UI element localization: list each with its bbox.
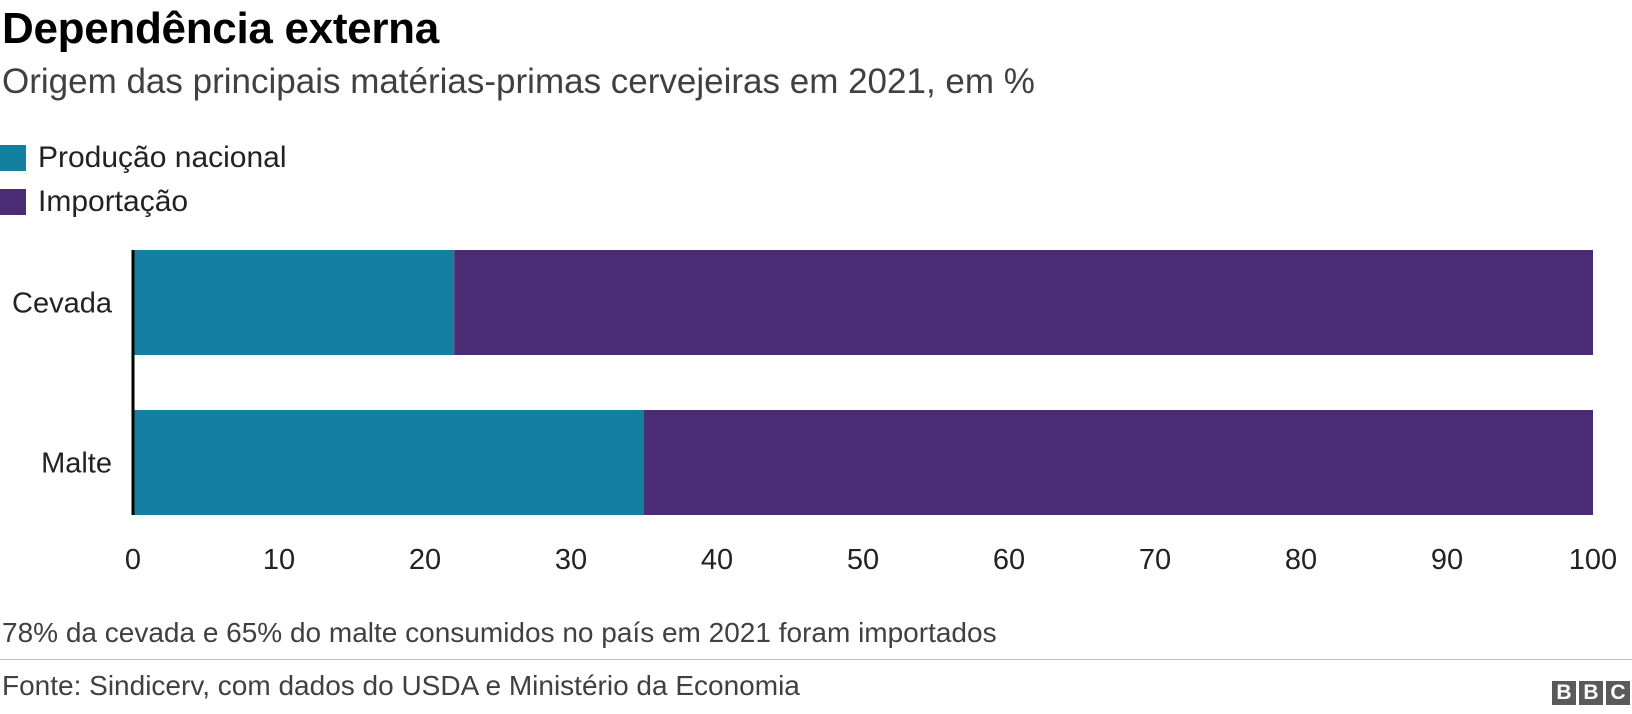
bar-malte-producao (133, 410, 644, 515)
category-label: Malte (41, 448, 112, 480)
x-tick-label: 10 (263, 544, 295, 576)
bar-cevada-producao (133, 250, 455, 355)
bar-malte-importacao (644, 410, 1593, 515)
chart-subtitle: Origem das principais matérias-primas ce… (2, 62, 1035, 101)
x-tick-label: 20 (409, 544, 441, 576)
footer-divider (0, 659, 1632, 660)
x-tick-label: 30 (555, 544, 587, 576)
chart-note: 78% da cevada e 65% do malte consumidos … (2, 617, 997, 648)
legend: Produção nacional Importação (0, 136, 287, 224)
chart-title: Dependência externa (2, 4, 439, 53)
legend-item-producao: Produção nacional (0, 136, 287, 180)
legend-swatch-importacao (0, 189, 26, 215)
x-tick-label: 90 (1431, 544, 1463, 576)
category-labels-group: Cevada Malte (12, 288, 113, 480)
bbc-logo-letter: C (1606, 681, 1630, 705)
legend-item-importacao: Importação (0, 180, 287, 224)
category-label: Cevada (12, 288, 113, 320)
x-tick-label: 60 (993, 544, 1025, 576)
legend-label-importacao: Importação (38, 185, 189, 218)
legend-label-producao: Produção nacional (38, 141, 287, 174)
source-text: Fonte: Sindicerv, com dados do USDA e Mi… (2, 670, 800, 701)
x-tick-label: 70 (1139, 544, 1171, 576)
bbc-logo: B B C (1552, 681, 1630, 705)
x-tick-labels-group: 0 10 20 30 40 50 60 70 80 90 100 (125, 544, 1617, 576)
x-tick-label: 0 (125, 544, 141, 576)
x-tick-label: 40 (701, 544, 733, 576)
bbc-logo-letter: B (1552, 681, 1576, 705)
x-tick-label: 50 (847, 544, 879, 576)
bar-chart: Cevada Malte 0 10 20 30 40 50 60 70 80 90 100 (12, 250, 1617, 576)
bars-group (133, 250, 1594, 515)
bar-cevada-importacao (454, 250, 1594, 355)
bbc-logo-letter: B (1579, 681, 1603, 705)
x-tick-label: 80 (1285, 544, 1317, 576)
x-tick-label: 100 (1569, 544, 1617, 576)
legend-swatch-producao (0, 145, 26, 171)
